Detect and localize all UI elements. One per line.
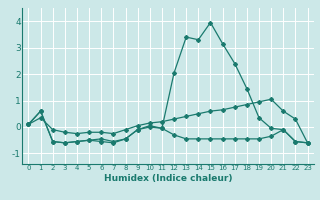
- X-axis label: Humidex (Indice chaleur): Humidex (Indice chaleur): [104, 174, 232, 183]
